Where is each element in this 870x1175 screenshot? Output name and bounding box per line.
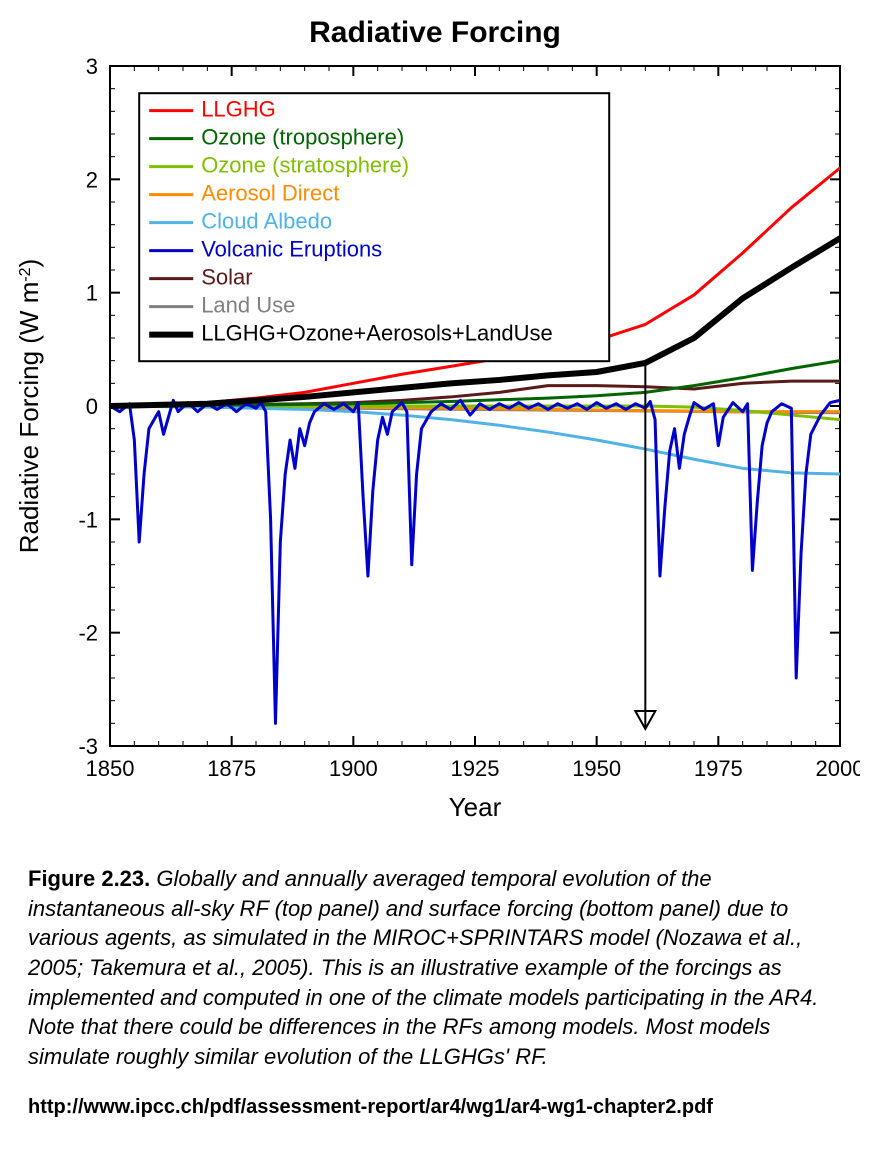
chart-title: Radiative Forcing [10,16,860,50]
legend-label: Ozone (stratosphere) [201,153,409,178]
y-tick-label: -1 [78,507,98,532]
y-axis-label: Radiative Forcing (W m-2) [14,259,44,554]
chart-svg: 1850 1875 1900 1925 1950 1975 2000 -3 -2 -1 0 1 2 3 Ye… [10,56,860,836]
y-tick-label: 1 [86,281,98,306]
x-tick-label: 1950 [572,756,621,781]
x-axis-label: Year [449,792,502,822]
x-tick-label: 1850 [86,756,135,781]
figure-caption: Figure 2.23. Globally and annually avera… [28,864,842,1072]
legend-label: LLGHG+Ozone+Aerosols+LandUse [201,321,553,346]
x-tick-label: 2000 [816,756,860,781]
legend-label: Solar [201,265,252,290]
legend-label: LLGHG [201,97,276,122]
x-tick-label: 1875 [207,756,256,781]
legend-label: Cloud Albedo [201,209,332,234]
y-tick-label: -3 [78,734,98,759]
x-tick-label: 1900 [329,756,378,781]
x-tick-label: 1975 [694,756,743,781]
figure-caption-text: Globally and annually averaged temporal … [28,866,818,1069]
figure-number: Figure 2.23. [28,866,150,891]
y-tick-label: 2 [86,167,98,192]
y-tick-label: 3 [86,56,98,79]
y-tick-label: -2 [78,621,98,646]
legend-label: Aerosol Direct [201,181,339,206]
source-link: http://www.ipcc.ch/pdf/assessment-report… [28,1096,842,1119]
legend-label: Ozone (troposphere) [201,125,404,150]
x-tick-label: 1925 [451,756,500,781]
y-tick-label: 0 [86,394,98,419]
chart-container: Radiative Forcing 1850 1875 1900 1925 1950 19… [10,16,860,836]
legend-label: Land Use [201,293,295,318]
legend-label: Volcanic Eruptions [201,237,382,262]
